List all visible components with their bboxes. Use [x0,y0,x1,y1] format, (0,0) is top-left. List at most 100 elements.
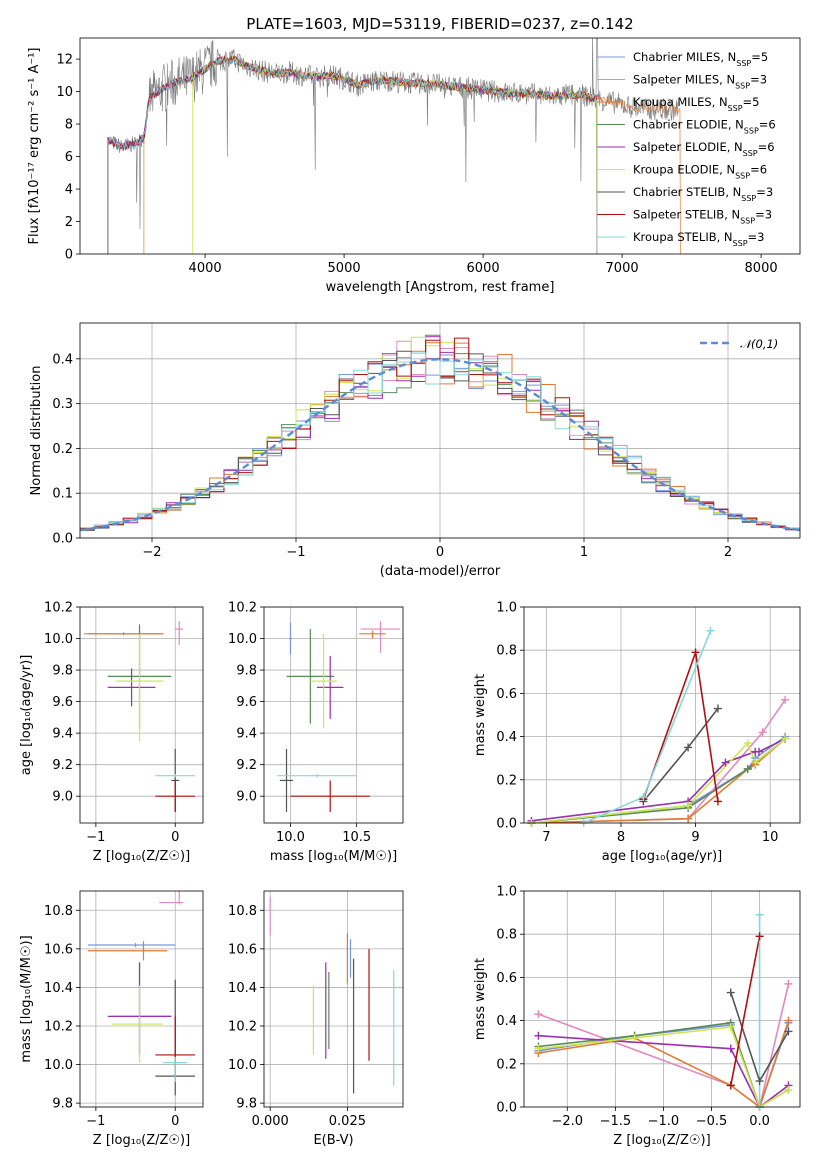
y-tick-label: 0.2 [496,773,517,788]
legend-subscript: SSP [741,194,756,203]
y-tick-label: 0.2 [52,442,73,457]
x-tick-label: 8000 [745,261,778,276]
y-tick-label: 10.8 [228,904,257,919]
legend-count: =5 [751,50,768,64]
weight-marker [784,1027,793,1036]
y-tick-label: 10.2 [44,601,73,616]
y-tick-label: 10.2 [228,601,257,616]
weight-marker [755,1077,764,1086]
y-tick-label: 10.8 [44,904,73,919]
y-tick-label: 2 [65,215,73,230]
weight-marker [755,910,764,919]
legend-entry: Chabrier ELODIE, NSSP=6 [633,118,776,136]
legend-count: =6 [750,163,767,177]
mass-vs-metallicity-panel: −1 0 9.8 10.0 10.2 10.4 10.6 10.8 Z [log₁₀(Z/Z☉)… [19,890,204,1148]
axes-frame [263,606,404,824]
y-tick-label: 8 [65,118,73,133]
y-tick-label: 9.8 [52,1097,73,1112]
y-tick-label: 10.0 [44,632,73,647]
y-tick-label: 10.0 [228,1058,257,1073]
plot-area [80,891,203,1107]
weight-marker [743,739,752,748]
weight-marker [726,1044,735,1053]
plot-area [524,891,800,1107]
x-tick-label: −1 [86,830,105,845]
weight-marker [781,695,790,704]
x-tick-label: −0.5 [696,1114,728,1129]
y-tick-label: 10.4 [44,981,73,996]
weight-line-8 [642,652,719,802]
weight-marker [684,743,693,752]
x-tick-label: 8 [617,830,625,845]
y-axis-label: Flux [fλ10⁻¹⁷ erg cm⁻² s⁻¹ A⁻¹] [27,48,42,245]
y-tick-label: 6 [65,150,73,165]
weight-marker [726,988,735,997]
y-tick-label: 10.0 [44,1058,73,1073]
y-tick-label: 10.2 [228,1020,257,1035]
x-tick-label: 7 [542,830,550,845]
y-axis-label: Normed distribution [29,366,44,496]
y-tick-label: 10.0 [228,632,257,647]
y-tick-label: 0.0 [52,532,73,547]
y-tick-label: 4 [65,183,73,198]
plot-area [524,607,800,823]
axes-frame [263,890,404,1108]
y-tick-label: 0.0 [496,817,517,832]
x-tick-label: 6000 [467,261,500,276]
weight-marker [758,728,767,737]
x-axis-label: wavelength [Angstrom, rest frame] [326,280,555,295]
weight-marker [743,765,752,773]
y-tick-label: 10 [56,85,73,100]
y-tick-label: 10.6 [228,942,257,957]
weight-marker [534,1010,543,1019]
legend-subscript: SSP [744,126,759,135]
normal-reference-curve [80,358,800,532]
x-tick-label: 1 [580,545,588,560]
weight-line-9 [583,630,712,823]
y-tick-label: 0.6 [496,971,517,986]
legend-count: =3 [756,185,773,199]
x-axis-label: E(B-V) [313,1133,353,1148]
legend-subscript: SSP [735,81,750,90]
y-tick-label: 9.0 [52,790,73,805]
x-tick-label: 10.0 [276,830,305,845]
age-vs-metallicity-panel: −1 0 9.0 9.2 9.4 9.6 9.8 10.0 10.2 Z [log₁₀(Z/Z☉)… [19,601,204,864]
x-tick-label: 7000 [606,261,639,276]
weight-vs-age-panel: 7 8 9 10 0.0 0.2 0.4 0.6 0.8 1.0 age [log₁₀(age/yr… [473,601,801,864]
spectrum-panel: 4000 5000 6000 7000 8000 0 2 4 6 8 10 12 wavelength … [27,37,801,295]
weight-marker [751,758,760,767]
y-tick-label: 9.4 [236,727,257,742]
weight-marker [784,979,793,988]
x-tick-label: 4000 [189,261,222,276]
y-tick-label: 9.6 [52,695,73,710]
y-tick-label: 0 [65,248,73,263]
weight-vs-metallicity-panel: −2.0 −1.5 −1.0 −0.5 0.0 0.0 0.2 0.4 0.6 0.8 1.0 Z [… [473,885,801,1148]
weight-marker [784,1016,793,1025]
y-tick-label: 0.0 [496,1101,517,1116]
figure-title: PLATE=1603, MJD=53119, FIBERID=0237, z=0… [246,15,633,33]
legend-entry: Chabrier STELIB, NSSP=3 [633,185,773,203]
axes-frame [523,890,801,1108]
y-tick-label: 0.2 [496,1057,517,1072]
y-tick-label: 10.2 [44,1020,73,1035]
weight-marker [755,932,764,941]
weight-marker [781,734,790,743]
y-tick-label: 1.0 [496,885,517,900]
x-tick-label: −1 [86,1114,105,1129]
y-tick-label: 9.8 [236,1097,257,1112]
axes-frame [79,322,801,539]
legend-subscript: SSP [743,149,758,158]
y-tick-label: 9.8 [236,664,257,679]
weight-line-5 [531,738,786,822]
histogram-9 [80,352,800,530]
legend-count: =6 [759,118,776,132]
weight-marker [691,648,700,657]
x-tick-label: 10 [762,830,779,845]
y-tick-label: 9.2 [52,758,73,773]
y-axis-label: age [log₁₀(age/yr)] [19,655,34,776]
legend-entry: Salpeter STELIB, NSSP=3 [633,208,772,226]
legend-count: =3 [750,73,767,87]
y-tick-label: 0.4 [52,352,73,367]
legend-subscript: SSP [733,239,748,248]
